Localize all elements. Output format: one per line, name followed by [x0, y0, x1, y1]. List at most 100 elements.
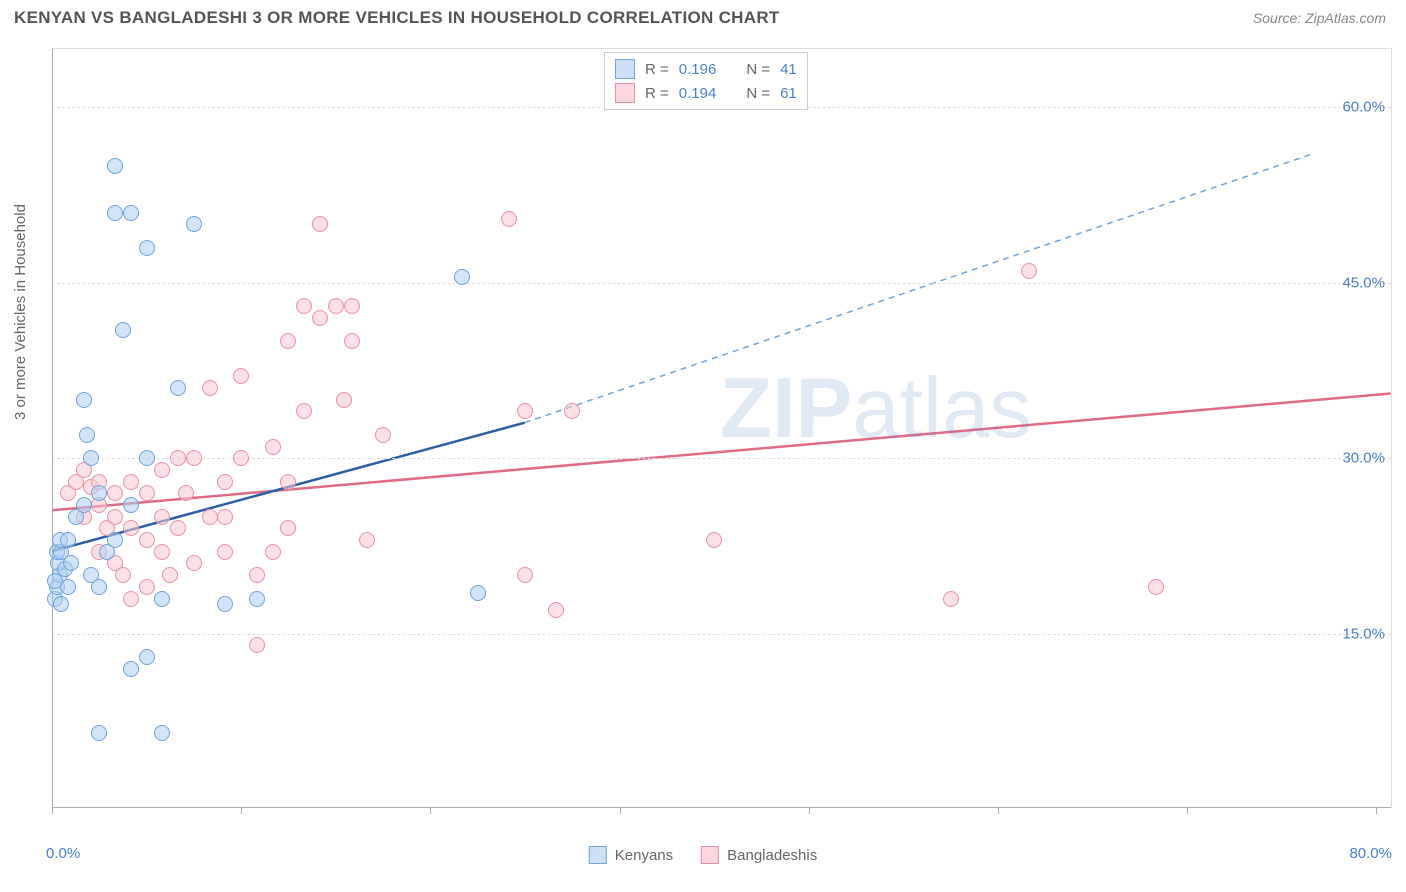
kenyan-point: [99, 544, 115, 560]
bangladeshi-point: [186, 450, 202, 466]
bangladeshi-point: [706, 532, 722, 548]
kenyan-point: [76, 497, 92, 513]
bangladeshi-point: [328, 298, 344, 314]
gridline: [52, 634, 1391, 635]
stats-row-kenyan: R = 0.196 N = 41: [615, 57, 797, 81]
bangladeshi-point: [265, 544, 281, 560]
kenyan-point: [53, 596, 69, 612]
bangladeshi-point: [280, 333, 296, 349]
kenyan-point: [217, 596, 233, 612]
chart-title: KENYAN VS BANGLADESHI 3 OR MORE VEHICLES…: [14, 8, 780, 28]
bangladeshi-point: [170, 520, 186, 536]
bangladeshi-point: [162, 567, 178, 583]
n-label: N =: [746, 85, 770, 102]
n-value: 61: [780, 85, 797, 102]
legend-label: Bangladeshis: [727, 847, 817, 864]
kenyan-point: [76, 392, 92, 408]
stats-swatch-bangladeshi: [615, 83, 635, 103]
x-tick: [620, 808, 621, 814]
bangladeshi-point: [123, 591, 139, 607]
bangladeshi-point: [123, 520, 139, 536]
kenyan-point: [60, 579, 76, 595]
bangladeshi-point: [336, 392, 352, 408]
bangladeshi-point: [139, 579, 155, 595]
y-axis-line: [52, 49, 53, 808]
kenyan-point: [139, 240, 155, 256]
n-label: N =: [746, 61, 770, 78]
kenyan-point: [186, 216, 202, 232]
bangladeshi-point: [564, 403, 580, 419]
kenyan-point: [123, 497, 139, 513]
kenyan-point: [83, 450, 99, 466]
bangladeshi-point: [154, 462, 170, 478]
bangladeshi-point: [296, 403, 312, 419]
bangladeshi-point: [265, 439, 281, 455]
bangladeshi-point: [233, 368, 249, 384]
bangladeshi-point: [202, 509, 218, 525]
source-attribution: Source: ZipAtlas.com: [1253, 10, 1386, 26]
legend-item-kenyans: Kenyans: [589, 846, 673, 864]
kenyan-point: [115, 322, 131, 338]
y-tick-label: 45.0%: [1342, 274, 1385, 291]
kenyan-point: [91, 485, 107, 501]
y-tick-label: 15.0%: [1342, 625, 1385, 642]
kenyan-point: [154, 725, 170, 741]
r-value: 0.196: [679, 61, 717, 78]
kenyan-point: [470, 585, 486, 601]
bangladeshi-point: [1148, 579, 1164, 595]
kenyan-point: [139, 450, 155, 466]
bangladeshi-point: [139, 485, 155, 501]
bangladeshi-point: [517, 567, 533, 583]
kenyan-point: [79, 427, 95, 443]
bangladeshi-point: [115, 567, 131, 583]
bangladeshi-point: [249, 567, 265, 583]
legend-swatch-bangladeshis: [701, 846, 719, 864]
gridline: [52, 458, 1391, 459]
bangladeshi-point: [344, 333, 360, 349]
trend-lines-layer: [52, 49, 1391, 808]
x-tick: [1376, 808, 1377, 814]
stats-row-bangladeshi: R = 0.194 N = 61: [615, 81, 797, 105]
y-tick-label: 60.0%: [1342, 99, 1385, 116]
kenyan-point: [123, 661, 139, 677]
x-tick: [809, 808, 810, 814]
correlation-stats-box: R = 0.196 N = 41 R = 0.194 N = 61: [604, 52, 808, 110]
bangladeshi-point: [359, 532, 375, 548]
r-label: R =: [645, 85, 669, 102]
bangladeshi-point: [217, 509, 233, 525]
bangladeshi-point: [344, 298, 360, 314]
bangladeshi-point: [1021, 263, 1037, 279]
legend-swatch-kenyans: [589, 846, 607, 864]
trend-line: [525, 154, 1312, 423]
x-axis-min-label: 0.0%: [46, 845, 80, 862]
kenyan-point: [454, 269, 470, 285]
kenyan-point: [123, 205, 139, 221]
kenyan-point: [60, 532, 76, 548]
kenyan-point: [91, 725, 107, 741]
kenyan-point: [91, 579, 107, 595]
kenyan-point: [170, 380, 186, 396]
bangladeshi-point: [170, 450, 186, 466]
bangladeshi-point: [501, 211, 517, 227]
x-tick: [241, 808, 242, 814]
bangladeshi-point: [233, 450, 249, 466]
bangladeshi-point: [123, 474, 139, 490]
legend-item-bangladeshis: Bangladeshis: [701, 846, 817, 864]
chart-plot-area: 60.0% 45.0% 30.0% 15.0%: [52, 48, 1392, 808]
n-value: 41: [780, 61, 797, 78]
kenyan-point: [154, 591, 170, 607]
bangladeshi-point: [186, 555, 202, 571]
bangladeshi-point: [107, 509, 123, 525]
x-axis-line: [52, 807, 1391, 808]
y-tick-label: 30.0%: [1342, 450, 1385, 467]
y-axis-label: 3 or more Vehicles in Household: [12, 204, 29, 420]
bangladeshi-point: [280, 520, 296, 536]
x-tick: [52, 808, 53, 814]
bangladeshi-point: [107, 485, 123, 501]
bangladeshi-point: [280, 474, 296, 490]
kenyan-point: [139, 649, 155, 665]
x-axis-max-label: 80.0%: [1349, 845, 1392, 862]
bangladeshi-point: [217, 474, 233, 490]
bangladeshi-point: [296, 298, 312, 314]
x-tick: [430, 808, 431, 814]
